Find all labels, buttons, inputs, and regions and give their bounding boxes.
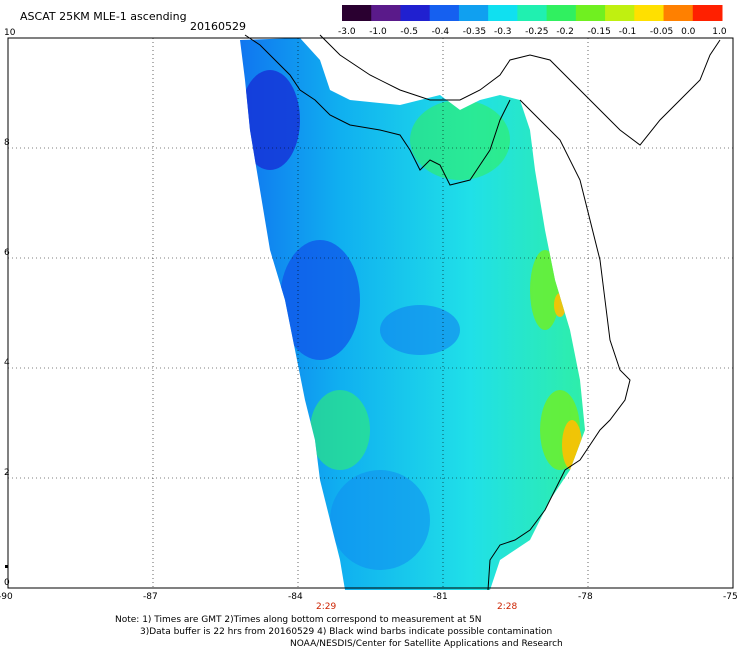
colorbar-segment — [371, 5, 401, 21]
map-date: 20160529 — [190, 20, 246, 33]
colorbar-segment — [663, 5, 694, 21]
latitude-tick-label: 0 — [4, 578, 10, 588]
latitude-tick-label: 4 — [4, 358, 10, 368]
colorbar-segment — [342, 5, 372, 21]
colorbar — [342, 5, 723, 21]
latitude-tick-label: 2 — [4, 468, 10, 478]
note-line-1: Note: 1) Times are GMT 2)Times along bot… — [115, 615, 482, 625]
map-title: ASCAT 25KM MLE-1 ascending — [20, 10, 187, 23]
colorbar-segment — [458, 5, 489, 21]
colorbar-label: -0.15 — [587, 27, 611, 37]
colorbar-label: -0.4 — [431, 27, 450, 37]
longitude-tick-label: -87 — [143, 592, 158, 602]
colorbar-label: -0.5 — [400, 27, 418, 37]
colorbar-label: -0.35 — [462, 27, 487, 37]
latitude-tick-label: 8 — [4, 138, 10, 148]
wind-swath — [240, 38, 585, 590]
colorbar-segment — [634, 5, 665, 21]
longitude-tick-label: -90 — [0, 592, 13, 602]
colorbar-label: -0.3 — [493, 27, 512, 37]
longitude-tick-label: -81 — [433, 592, 448, 602]
note-line-3: NOAA/NESDIS/Center for Satellite Applica… — [290, 639, 563, 649]
coastlines — [244, 34, 721, 591]
time-label-1: 2:29 — [316, 602, 337, 612]
note-line-2: 3)Data buffer is 22 hrs from 20160529 4)… — [140, 627, 553, 637]
plot-frame — [7, 37, 734, 589]
longitude-tick-label: -75 — [723, 592, 738, 602]
colorbar-label: -0.1 — [618, 27, 637, 37]
colorbar-segment — [575, 5, 606, 21]
colorbar-label: -0.25 — [525, 27, 549, 37]
colorbar-label: -0.05 — [649, 27, 674, 37]
colorbar-segment — [429, 5, 460, 21]
colorbar-label: -1.0 — [369, 27, 387, 37]
colorbar-label: -0.2 — [556, 27, 574, 37]
colorbar-segment — [692, 5, 723, 21]
colorbar-segment — [488, 5, 518, 21]
colorbar-segment — [605, 5, 635, 21]
colorbar-label: 0.0 — [681, 27, 696, 37]
colorbar-segment — [517, 5, 548, 21]
colorbar-segment — [400, 5, 431, 21]
latitude-tick-label: 10 — [4, 28, 16, 38]
marker-dot — [5, 565, 8, 568]
latitude-tick-label: 6 — [4, 248, 10, 258]
colorbar-label: -3.0 — [338, 27, 356, 37]
longitude-tick-label: -84 — [288, 592, 303, 602]
time-label-2: 2:28 — [497, 602, 518, 612]
colorbar-segment — [546, 5, 577, 21]
colorbar-label: 1.0 — [712, 27, 727, 37]
longitude-tick-label: -78 — [578, 592, 593, 602]
